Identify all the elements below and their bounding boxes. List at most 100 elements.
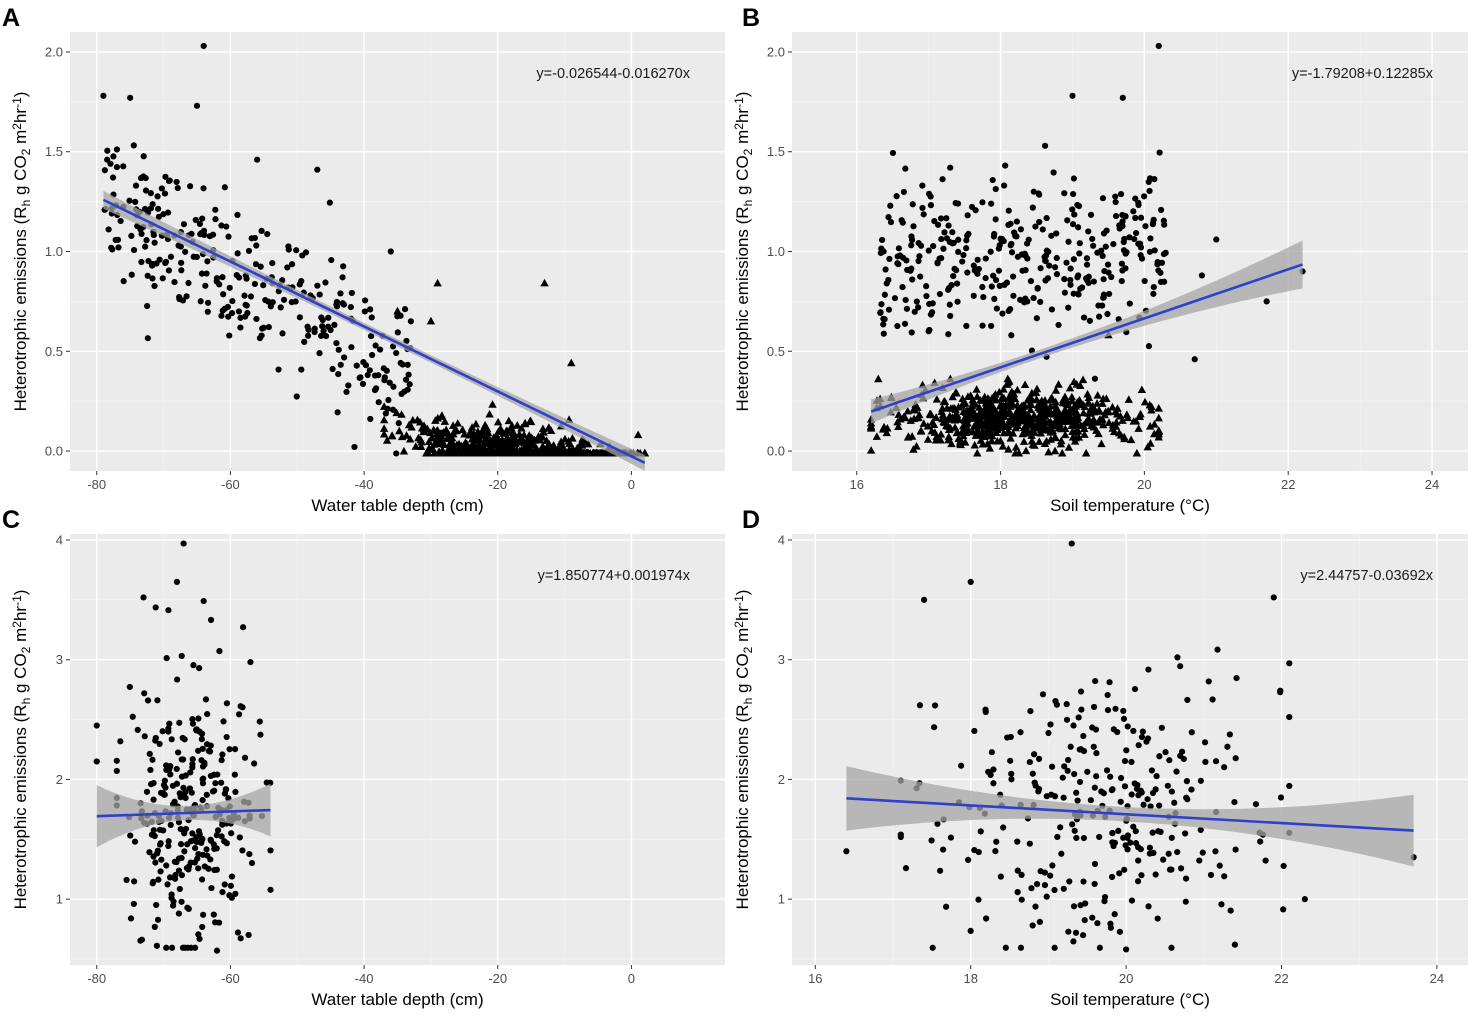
- data-point-triangle: [467, 442, 476, 451]
- data-point-circle: [1130, 727, 1137, 735]
- data-point-circle: [1148, 767, 1155, 774]
- data-point-circle: [1286, 660, 1293, 667]
- x-tick-label: 20: [1119, 971, 1133, 986]
- data-point-circle: [167, 253, 175, 260]
- data-point-circle: [197, 298, 204, 305]
- data-point-circle: [1085, 228, 1092, 235]
- data-point-triangle: [962, 415, 972, 423]
- data-point-circle: [335, 370, 342, 378]
- data-point-circle: [126, 683, 133, 691]
- data-point-circle: [946, 301, 953, 308]
- data-point-circle: [361, 308, 368, 315]
- data-point-triangle: [975, 403, 984, 411]
- data-point-circle: [947, 164, 954, 171]
- data-point-circle: [162, 784, 169, 791]
- data-point-triangle: [405, 434, 415, 443]
- data-point-circle: [1149, 829, 1156, 836]
- data-point-circle: [393, 349, 400, 357]
- data-point-circle: [1106, 679, 1113, 686]
- data-point-circle: [1074, 274, 1081, 281]
- data-point-circle: [288, 261, 296, 268]
- data-point-circle: [198, 876, 206, 883]
- data-point-triangle: [1154, 427, 1163, 436]
- data-point-circle: [954, 200, 962, 207]
- data-point-triangle: [1131, 416, 1141, 425]
- data-point-circle: [178, 898, 185, 905]
- data-point-circle: [1146, 248, 1154, 255]
- data-point-circle: [176, 719, 183, 726]
- data-point-circle: [228, 830, 235, 837]
- data-point-circle: [980, 294, 987, 301]
- data-point-circle: [1090, 703, 1098, 711]
- y-axis-unit-part: -1: [10, 97, 24, 108]
- data-point-circle: [1042, 252, 1050, 259]
- data-point-circle: [162, 259, 169, 267]
- data-point-circle: [113, 146, 121, 153]
- data-point-circle: [882, 266, 889, 273]
- data-point-circle: [232, 890, 239, 897]
- data-point-circle: [93, 722, 100, 729]
- data-point-circle: [903, 305, 911, 312]
- data-point-circle: [1124, 846, 1131, 853]
- data-point-circle: [930, 724, 938, 731]
- data-point-triangle: [956, 440, 965, 449]
- data-point-circle: [241, 754, 249, 761]
- data-point-triangle: [953, 428, 962, 437]
- data-point-circle: [109, 246, 116, 253]
- data-point-triangle: [988, 422, 997, 430]
- data-point-triangle: [1092, 399, 1102, 407]
- data-point-circle: [1032, 223, 1039, 230]
- data-point-circle: [166, 720, 173, 727]
- data-point-circle: [210, 911, 217, 918]
- data-point-circle: [1089, 914, 1096, 921]
- data-point-circle: [878, 236, 886, 244]
- data-point-triangle: [1071, 427, 1080, 436]
- data-point-circle: [951, 265, 958, 272]
- data-point-circle: [1092, 677, 1099, 685]
- data-point-circle: [142, 187, 150, 194]
- data-point-circle: [1160, 217, 1167, 224]
- y-axis-unit-part: -1: [732, 97, 746, 108]
- data-point-circle: [1064, 767, 1071, 774]
- y-axis-unit-part: 2: [732, 621, 746, 628]
- data-point-triangle: [1093, 391, 1102, 399]
- data-point-circle: [387, 248, 394, 255]
- data-point-circle: [1130, 823, 1137, 830]
- data-point-circle: [996, 282, 1003, 289]
- data-point-circle: [123, 876, 130, 884]
- data-point-circle: [878, 301, 885, 308]
- data-point-triangle: [1122, 410, 1132, 418]
- data-point-circle: [1090, 278, 1097, 285]
- data-point-circle: [967, 927, 974, 935]
- data-point-triangle: [471, 419, 481, 428]
- data-point-triangle: [989, 392, 998, 401]
- y-axis-unit-part: 2: [732, 123, 746, 130]
- data-point-circle: [161, 777, 168, 784]
- data-point-circle: [267, 886, 274, 893]
- data-point-circle: [207, 616, 215, 624]
- data-point-triangle: [945, 411, 954, 420]
- data-point-circle: [171, 858, 178, 865]
- data-point-circle: [1027, 278, 1035, 285]
- data-point-triangle: [974, 420, 983, 429]
- data-point-circle: [902, 865, 910, 872]
- y-tick-label: 0.0: [45, 444, 63, 459]
- data-point-circle: [127, 94, 134, 101]
- data-point-triangle: [1116, 411, 1125, 420]
- panel-letter-b: B: [742, 4, 760, 32]
- data-point-circle: [955, 248, 962, 255]
- data-point-circle: [1183, 778, 1191, 785]
- data-point-circle: [178, 756, 185, 763]
- data-point-circle: [237, 314, 244, 321]
- data-point-circle: [171, 278, 178, 286]
- data-point-circle: [923, 292, 930, 300]
- data-point-circle: [337, 361, 344, 368]
- data-point-triangle: [883, 423, 892, 432]
- data-point-circle: [1048, 306, 1055, 313]
- data-point-circle: [990, 766, 997, 773]
- data-point-circle: [1076, 778, 1084, 786]
- data-point-triangle: [1084, 398, 1093, 406]
- data-point-circle: [1080, 748, 1088, 755]
- data-point-circle: [1080, 834, 1088, 842]
